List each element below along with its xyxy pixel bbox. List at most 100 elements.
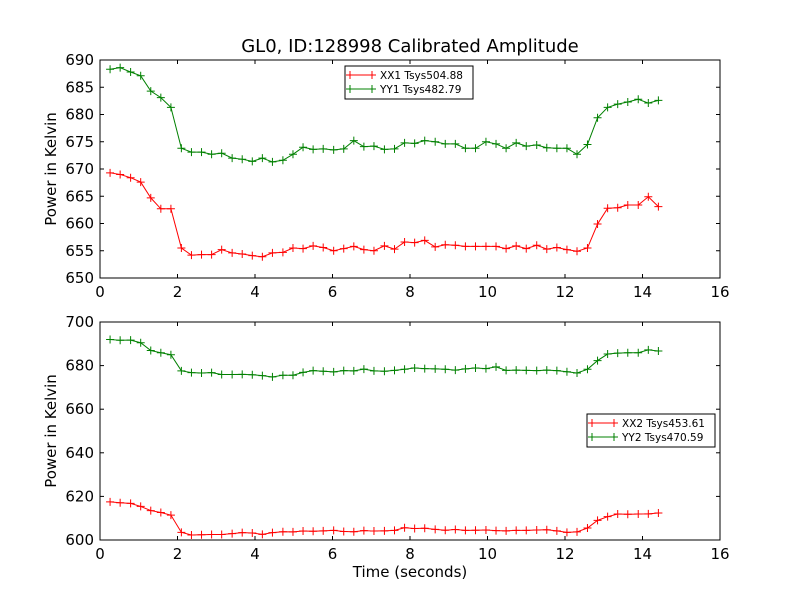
x-tick-label: 4 (250, 283, 260, 301)
data-point (146, 87, 155, 96)
data-point (471, 363, 480, 372)
x-axis-label: Time (seconds) (352, 563, 468, 581)
data-point (492, 139, 501, 148)
data-point (126, 173, 135, 182)
data-point (278, 371, 287, 380)
data-point (299, 368, 308, 377)
data-point (228, 154, 237, 163)
series-yy1 (106, 63, 663, 166)
data-point (502, 366, 511, 375)
data-point (431, 242, 440, 251)
data-point (369, 142, 378, 151)
data-point (644, 192, 653, 201)
data-point (319, 243, 328, 252)
data-point (390, 366, 399, 375)
data-point (187, 251, 196, 260)
data-point (278, 248, 287, 257)
data-point (258, 530, 267, 539)
y-tick-label: 650 (65, 269, 94, 287)
data-point (441, 139, 450, 148)
data-point (299, 527, 308, 536)
data-point (197, 369, 206, 378)
data-point (573, 369, 582, 378)
data-point (603, 103, 612, 112)
data-point (177, 528, 186, 537)
data-point (166, 204, 175, 213)
data-point (309, 527, 318, 536)
data-point (349, 366, 358, 375)
data-point (349, 527, 358, 536)
data-point (461, 144, 470, 153)
data-point (309, 366, 318, 375)
data-point (552, 526, 561, 535)
legend-swatch-marker (588, 433, 596, 441)
data-point (502, 144, 511, 153)
data-point (126, 499, 135, 508)
data-point (359, 245, 368, 254)
data-point (583, 140, 592, 149)
data-point (542, 525, 551, 534)
data-point (228, 370, 237, 379)
data-point (217, 370, 226, 379)
data-point (187, 530, 196, 539)
data-point (532, 141, 541, 150)
data-point (288, 244, 297, 253)
data-point (400, 365, 409, 374)
x-tick-label: 6 (328, 283, 338, 301)
data-point (512, 241, 521, 250)
data-point (471, 526, 480, 535)
data-point (339, 244, 348, 253)
data-point (217, 245, 226, 254)
data-point (349, 242, 358, 251)
data-point (654, 202, 663, 211)
data-point (420, 236, 429, 245)
data-point (461, 526, 470, 535)
y-tick-label: 680 (65, 106, 94, 124)
data-point (309, 241, 318, 250)
data-point (644, 99, 653, 108)
data-point (542, 143, 551, 152)
legend: XX2 Tsys453.61 YY2 Tsys470.59 (586, 413, 716, 448)
data-point (136, 338, 145, 347)
data-point (278, 527, 287, 536)
data-point (166, 511, 175, 520)
data-point (542, 245, 551, 254)
data-point (481, 364, 490, 373)
data-point (623, 510, 632, 519)
legend-swatch-marker (368, 71, 376, 79)
data-point (106, 168, 115, 177)
data-point (613, 349, 622, 358)
data-point (238, 155, 247, 164)
data-point (613, 510, 622, 519)
legend-swatch-marker (588, 419, 596, 427)
x-tick-label: 2 (173, 283, 183, 301)
data-point (552, 144, 561, 153)
data-point (238, 370, 247, 379)
x-tick-label: 0 (95, 283, 105, 301)
data-point (522, 244, 531, 253)
data-point (441, 240, 450, 249)
y-tick-label: 660 (65, 400, 94, 418)
data-point (166, 103, 175, 112)
x-tick-label: 12 (555, 283, 574, 301)
data-point (492, 526, 501, 535)
data-point (573, 150, 582, 159)
data-point (654, 508, 663, 517)
data-point (156, 508, 165, 517)
x-tick-label: 8 (405, 545, 415, 563)
series-xx1 (106, 168, 663, 261)
data-point (461, 242, 470, 251)
data-point (248, 251, 257, 260)
data-point (644, 509, 653, 518)
data-point (369, 527, 378, 536)
data-point (217, 149, 226, 158)
data-point (431, 137, 440, 146)
data-point (116, 498, 125, 507)
data-point (593, 113, 602, 122)
y-tick-label: 680 (65, 357, 94, 375)
y-tick-label: 600 (65, 531, 94, 549)
data-point (573, 247, 582, 256)
data-point (288, 527, 297, 536)
data-point (583, 365, 592, 374)
